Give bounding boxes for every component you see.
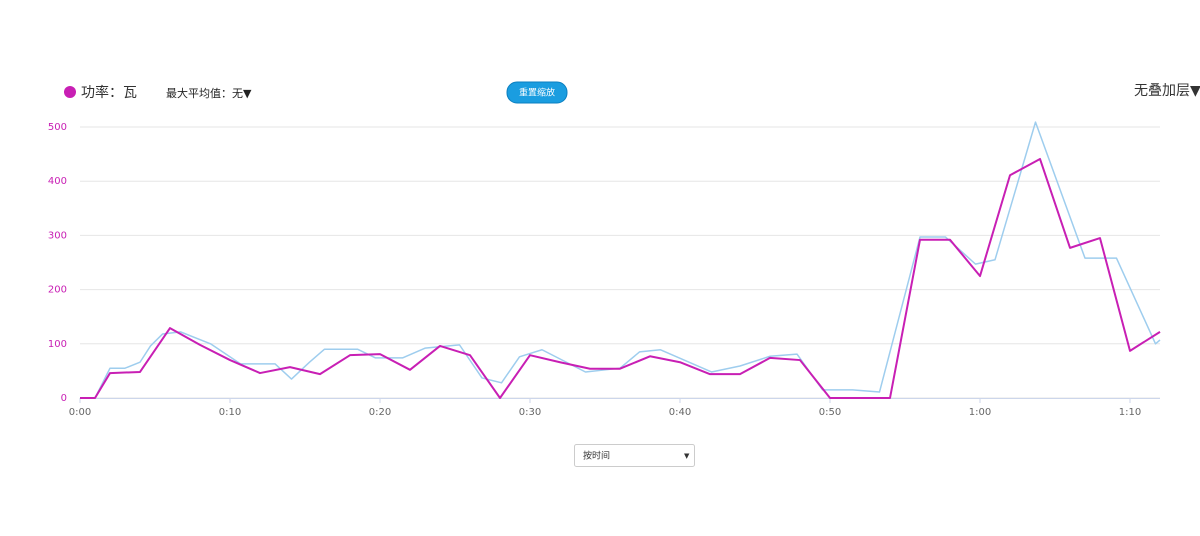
x-mode-label[interactable]: 按时间 [583,450,610,462]
x-tick-label: 0:20 [369,407,391,418]
y-tick-label: 200 [48,285,67,296]
x-mode-select[interactable] [574,444,695,467]
y-tick-label: 400 [48,176,67,187]
x-tick-label: 0:50 [819,407,841,418]
legend-marker [64,86,76,98]
series-line [80,121,1161,399]
x-tick-label: 0:00 [69,407,91,418]
max-average-select[interactable]: 最大平均值：无▼ [166,86,252,100]
x-tick-label: 1:00 [969,407,991,418]
select-arrow: ▼ [684,452,690,460]
x-tick-label: 0:10 [219,407,241,418]
y-tick-label: 0 [61,393,67,404]
series-line [80,157,1161,399]
x-tick-label: 0:40 [669,407,691,418]
legend-label: 功率：瓦 [81,84,137,101]
y-tick-label: 300 [48,230,67,241]
x-tick-label: 0:30 [519,407,541,418]
reset-zoom-label[interactable]: 重置缩放 [519,87,555,99]
overlay-select[interactable]: 无叠加层▼ [1134,83,1200,99]
y-tick-label: 100 [48,339,67,350]
y-tick-label: 500 [48,122,67,133]
reset-zoom-button[interactable] [506,81,568,104]
x-tick-label: 1:10 [1119,407,1141,418]
